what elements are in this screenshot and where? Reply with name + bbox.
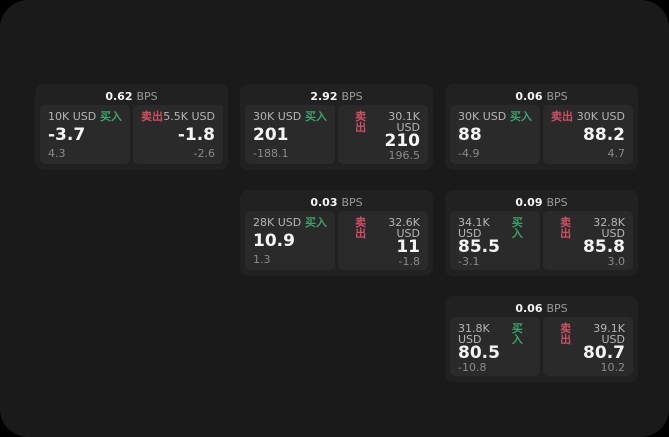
buy-quote-panel[interactable]: 10K USD 买入 -3.7 4.3	[40, 105, 130, 164]
bps-header: 2.92 BPS	[240, 84, 433, 105]
quote-card: 0.62 BPS 10K USD 买入 -3.7 4.3 卖出 5.5K USD…	[35, 84, 228, 170]
sell-amount: 30K USD	[576, 110, 625, 123]
buy-quote-panel[interactable]: 34.1K USD 买入 85.5 -3.1	[450, 211, 540, 270]
sell-quote-panel[interactable]: 卖出 30.1K USD 210 196.5	[338, 105, 428, 164]
bps-header: 0.06 BPS	[445, 84, 638, 105]
sell-price: 11	[396, 237, 420, 257]
sell-price: 85.8	[583, 237, 625, 257]
sell-quote-panel[interactable]: 卖出 30K USD 88.2 4.7	[543, 105, 633, 164]
bps-value: 0.06	[515, 301, 543, 315]
buy-price: -3.7	[48, 124, 86, 145]
bps-value: 0.06	[515, 89, 543, 103]
buy-price: 85.5	[458, 237, 500, 257]
bps-header: 0.09 BPS	[445, 190, 638, 211]
buy-sub-value: -188.1	[253, 147, 289, 160]
bps-value: 2.92	[310, 89, 338, 103]
buy-quote-panel[interactable]: 28K USD 买入 10.9 1.3	[245, 211, 335, 270]
sell-side-label: 卖出	[551, 110, 573, 123]
quote-card: 0.06 BPS 31.8K USD 买入 80.5 -10.8 卖出 39.1…	[445, 296, 638, 382]
quote-panels: 30K USD 买入 201 -188.1 卖出 30.1K USD 210 1…	[240, 105, 433, 164]
buy-price: 80.5	[458, 343, 500, 363]
bps-value: 0.62	[105, 89, 133, 103]
sell-price: 210	[384, 131, 421, 151]
sell-side-label: 卖出	[560, 216, 572, 240]
bps-unit-label: BPS	[546, 301, 568, 315]
bps-value: 0.03	[310, 195, 338, 209]
bps-header: 0.62 BPS	[35, 84, 228, 105]
sell-amount: 39.1K USD	[593, 322, 625, 346]
buy-price: 88	[458, 124, 482, 145]
buy-amount: 34.1K USD	[458, 216, 490, 240]
buy-amount: 31.8K USD	[458, 322, 490, 346]
sell-side-label: 卖出	[141, 110, 163, 123]
buy-sub-value: -4.9	[458, 147, 480, 160]
buy-side-label: 买入	[511, 216, 523, 240]
bps-header: 0.06 BPS	[445, 296, 638, 317]
buy-side-label: 买入	[100, 110, 122, 123]
buy-side-label: 买入	[305, 216, 327, 229]
buy-sub-value: -3.1	[458, 255, 480, 268]
sell-quote-panel[interactable]: 卖出 32.6K USD 11 -1.8	[338, 211, 428, 270]
quote-panels: 30K USD 买入 88 -4.9 卖出 30K USD 88.2 4.7	[445, 105, 638, 164]
bps-value: 0.09	[515, 195, 543, 209]
buy-sub-value: -10.8	[458, 361, 487, 374]
buy-quote-panel[interactable]: 31.8K USD 买入 80.5 -10.8	[450, 317, 540, 376]
bps-unit-label: BPS	[341, 89, 363, 103]
buy-amount: 30K USD	[458, 110, 507, 123]
quote-card: 0.03 BPS 28K USD 买入 10.9 1.3 卖出 32.6K US…	[240, 190, 433, 276]
bps-unit-label: BPS	[546, 195, 568, 209]
quote-panels: 31.8K USD 买入 80.5 -10.8 卖出 39.1K USD 80.…	[445, 317, 638, 376]
sell-amount: 32.6K USD	[388, 216, 420, 240]
buy-side-label: 买入	[510, 110, 532, 123]
bps-unit-label: BPS	[546, 89, 568, 103]
buy-side-label: 买入	[511, 322, 523, 346]
buy-side-label: 买入	[305, 110, 327, 123]
quote-panels: 10K USD 买入 -3.7 4.3 卖出 5.5K USD -1.8 -2.…	[35, 105, 228, 164]
sell-price: 80.7	[583, 343, 625, 363]
sell-side-label: 卖出	[355, 110, 367, 134]
buy-quote-panel[interactable]: 30K USD 买入 88 -4.9	[450, 105, 540, 164]
sell-quote-panel[interactable]: 卖出 32.8K USD 85.8 3.0	[543, 211, 633, 270]
sell-sub-value: 196.5	[388, 149, 421, 162]
quote-card: 0.06 BPS 30K USD 买入 88 -4.9 卖出 30K USD 8…	[445, 84, 638, 170]
buy-sub-value: 1.3	[253, 253, 271, 266]
buy-amount: 10K USD	[48, 110, 97, 123]
sell-price: 88.2	[583, 124, 625, 145]
sell-amount: 32.8K USD	[593, 216, 625, 240]
sell-quote-panel[interactable]: 卖出 5.5K USD -1.8 -2.6	[133, 105, 223, 164]
buy-sub-value: 4.3	[48, 147, 66, 160]
sell-sub-value: -1.8	[398, 255, 420, 268]
sell-sub-value: 10.2	[600, 361, 626, 374]
sell-sub-value: 3.0	[607, 255, 626, 268]
quote-card: 0.09 BPS 34.1K USD 买入 85.5 -3.1 卖出 32.8K…	[445, 190, 638, 276]
sell-price: -1.8	[177, 124, 215, 145]
sell-amount: 30.1K USD	[388, 110, 420, 134]
bps-unit-label: BPS	[341, 195, 363, 209]
bps-header: 0.03 BPS	[240, 190, 433, 211]
buy-amount: 28K USD	[253, 216, 302, 229]
sell-side-label: 卖出	[560, 322, 572, 346]
buy-amount: 30K USD	[253, 110, 302, 123]
quote-card: 2.92 BPS 30K USD 买入 201 -188.1 卖出 30.1K …	[240, 84, 433, 170]
buy-quote-panel[interactable]: 30K USD 买入 201 -188.1	[245, 105, 335, 164]
quote-panels: 34.1K USD 买入 85.5 -3.1 卖出 32.8K USD 85.8…	[445, 211, 638, 270]
buy-price: 10.9	[253, 230, 295, 251]
sell-quote-panel[interactable]: 卖出 39.1K USD 80.7 10.2	[543, 317, 633, 376]
sell-sub-value: -2.6	[193, 147, 215, 160]
quote-panels: 28K USD 买入 10.9 1.3 卖出 32.6K USD 11 -1.8	[240, 211, 433, 270]
sell-sub-value: 4.7	[607, 147, 626, 160]
sell-amount: 5.5K USD	[163, 110, 215, 123]
bps-unit-label: BPS	[136, 89, 158, 103]
sell-side-label: 卖出	[355, 216, 367, 240]
buy-price: 201	[253, 124, 289, 145]
